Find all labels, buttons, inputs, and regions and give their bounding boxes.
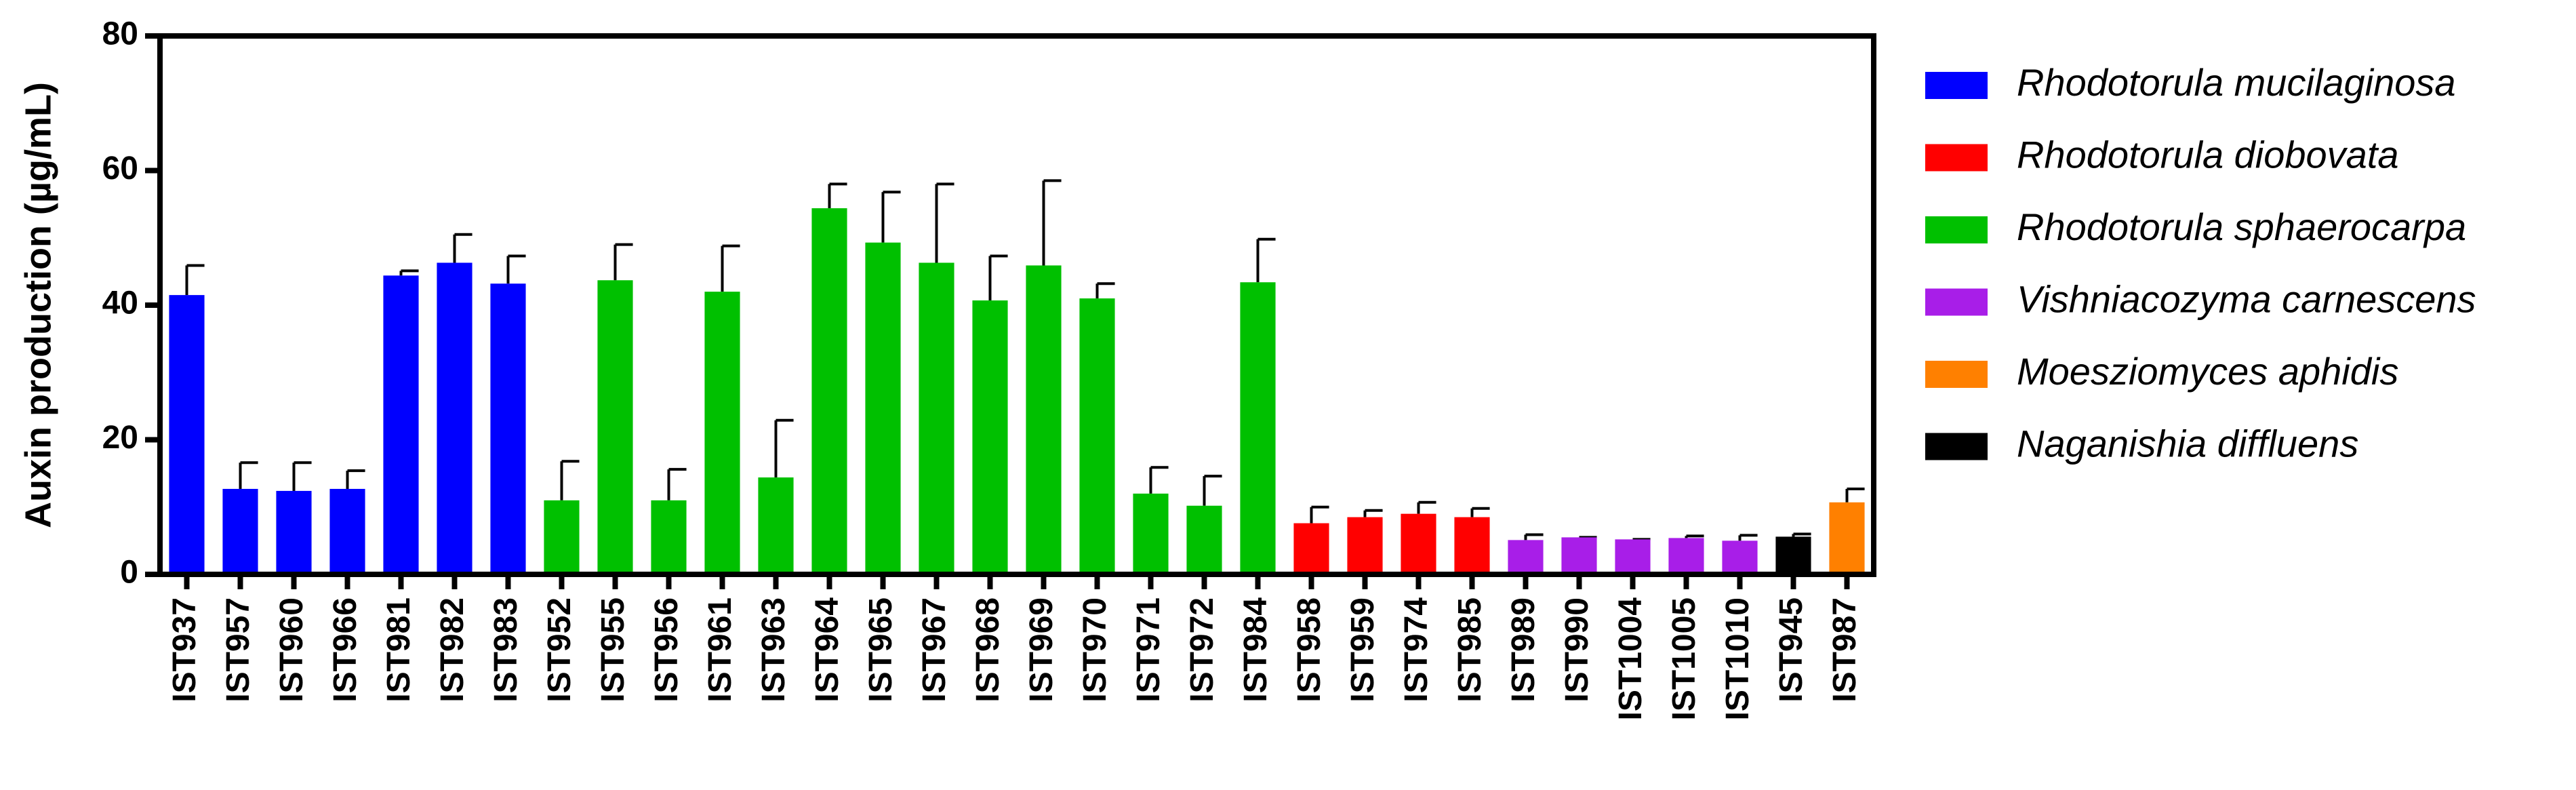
bar (1133, 493, 1169, 574)
x-tick-label: IST952 (542, 597, 578, 703)
bar (437, 262, 472, 574)
plot-frame (157, 33, 1876, 577)
x-tick-label: IST985 (1452, 597, 1488, 703)
bar (758, 477, 794, 574)
legend-label: Rhodotorula mucilaginosa (2017, 61, 2456, 104)
x-tick-label: IST937 (167, 597, 203, 703)
legend-label: Moesziomyces aphidis (2017, 350, 2398, 393)
x-tick-label: IST1005 (1666, 597, 1702, 720)
y-tick-label: 0 (120, 555, 138, 591)
bar (1240, 282, 1276, 574)
x-tick-label: IST967 (917, 597, 952, 703)
bar (544, 500, 580, 574)
x-tick-label: IST969 (1024, 597, 1060, 703)
bar (490, 283, 526, 574)
bar (1079, 298, 1115, 574)
x-tick-label: IST982 (435, 597, 470, 703)
x-tick-label: IST957 (220, 597, 256, 703)
legend-label: Rhodotorula diobovata (2017, 133, 2399, 176)
legend-label: Rhodotorula sphaerocarpa (2017, 205, 2466, 248)
bar (276, 490, 312, 574)
bar (1508, 540, 1544, 574)
bar (811, 208, 847, 575)
bar (1561, 537, 1597, 574)
bar (1775, 536, 1811, 574)
legend-swatch (1925, 361, 1988, 388)
x-tick-label: IST989 (1506, 597, 1542, 703)
x-tick-label: IST961 (702, 597, 738, 703)
y-axis-label: Auxin production (µg/mL) (18, 82, 58, 528)
bar (597, 280, 633, 574)
legend-swatch (1925, 216, 1988, 243)
x-tick-label: IST987 (1827, 597, 1863, 703)
x-tick-label: IST972 (1184, 597, 1220, 703)
bar (1722, 540, 1758, 574)
bar (1401, 513, 1436, 574)
x-tick-label: IST983 (488, 597, 524, 703)
x-tick-label: IST981 (381, 597, 417, 703)
x-tick-label: IST1010 (1720, 597, 1756, 720)
bar (704, 292, 740, 574)
legend-swatch (1925, 144, 1988, 172)
bar (169, 295, 205, 574)
bar (865, 242, 901, 574)
y-tick-label: 20 (102, 420, 138, 456)
bar (1186, 505, 1222, 574)
x-tick-label: IST968 (970, 597, 1006, 703)
x-tick-label: IST984 (1238, 597, 1274, 703)
x-tick-label: IST974 (1398, 597, 1434, 703)
x-tick-label: IST960 (274, 597, 310, 703)
legend-swatch (1925, 288, 1988, 316)
legend-swatch (1925, 72, 1988, 99)
bar (383, 275, 419, 574)
bar (329, 488, 365, 574)
bar (1347, 517, 1383, 574)
bar (651, 500, 687, 574)
bar (972, 300, 1008, 574)
x-tick-label: IST990 (1559, 597, 1595, 703)
legend-label: Naganishia diffluens (2017, 422, 2358, 465)
bar (1026, 265, 1062, 574)
x-tick-label: IST966 (327, 597, 363, 703)
legend-swatch (1925, 433, 1988, 460)
x-tick-label: IST964 (809, 597, 845, 703)
y-tick-label: 60 (102, 151, 138, 186)
x-tick-label: IST956 (649, 597, 685, 703)
bar (1615, 539, 1651, 574)
y-tick-label: 80 (102, 16, 138, 52)
bar (919, 262, 954, 574)
bar (1668, 538, 1704, 574)
legend-label: Vishniacozyma carnescens (2017, 277, 2476, 320)
x-tick-label: IST958 (1291, 597, 1327, 703)
x-tick-label: IST959 (1345, 597, 1381, 703)
x-tick-label: IST955 (595, 597, 631, 703)
bar (222, 488, 258, 574)
x-tick-label: IST1004 (1613, 597, 1649, 721)
x-tick-label: IST971 (1131, 597, 1167, 703)
bar (1293, 523, 1329, 574)
x-tick-label: IST965 (863, 597, 899, 703)
x-tick-label: IST970 (1077, 597, 1113, 703)
bar (1454, 517, 1490, 574)
x-tick-label: IST963 (756, 597, 792, 703)
x-tick-label: IST945 (1773, 597, 1809, 703)
bar (1829, 502, 1865, 574)
y-tick-label: 40 (102, 285, 138, 321)
